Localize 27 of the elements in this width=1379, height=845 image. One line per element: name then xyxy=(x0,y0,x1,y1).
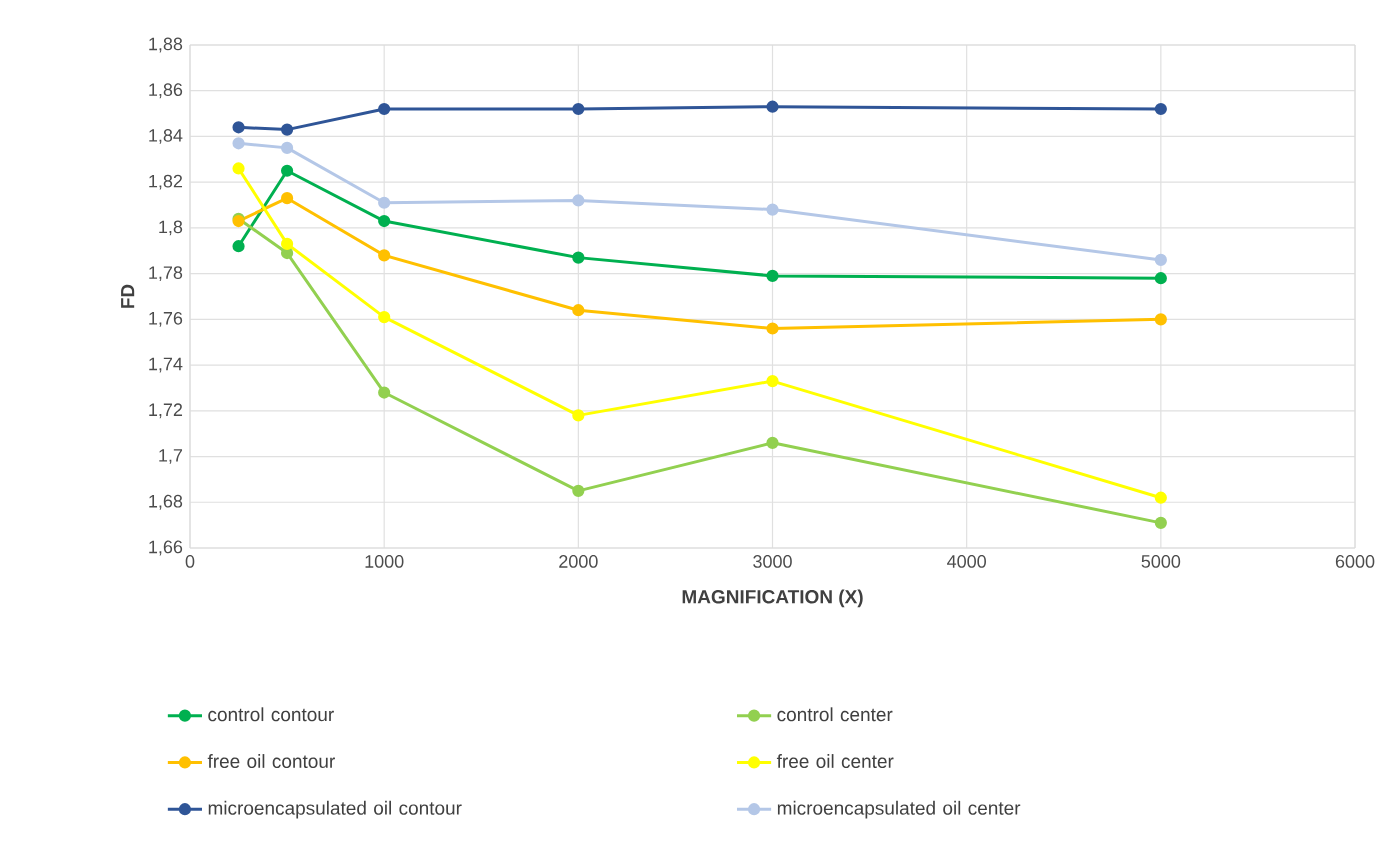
y-tick-label: 1,86 xyxy=(149,83,183,99)
y-tick-label: 1,84 xyxy=(149,129,183,144)
y-tick-label: 1,82 xyxy=(149,174,183,190)
y-tick-label: 1,78 xyxy=(149,266,183,282)
x-tick-label: 6000 xyxy=(1335,555,1375,568)
legend-label: control center xyxy=(777,707,893,722)
y-tick-label: 1,66 xyxy=(149,540,183,556)
y-tick-label: 1,7 xyxy=(159,449,183,464)
y-axis-title: FD xyxy=(121,284,135,308)
x-tick-label: 3000 xyxy=(753,555,792,568)
y-tick-label: 1,74 xyxy=(149,357,183,373)
legend-label: control contour xyxy=(208,707,334,722)
y-tick-label: 1,8 xyxy=(159,220,183,236)
y-tick-label: 1,72 xyxy=(149,403,183,419)
y-tick-label: 1,68 xyxy=(149,494,183,510)
x-axis-title: MAGNIFICATION (X) xyxy=(682,589,863,608)
y-tick-label: 1,88 xyxy=(149,37,183,53)
legend-label: microencapsulated oil center xyxy=(777,800,1021,819)
x-tick-label: 5000 xyxy=(1141,555,1181,568)
legend-label: free oil center xyxy=(776,754,894,769)
y-tick-label: 1,76 xyxy=(149,311,183,327)
legend-label: free oil contour xyxy=(207,754,335,769)
legend-label: microencapsulated oil contour xyxy=(208,800,462,819)
x-tick-label: 4000 xyxy=(947,555,986,568)
x-tick-label: 0 xyxy=(185,555,195,568)
x-tick-label: 1000 xyxy=(365,555,404,568)
x-tick-label: 2000 xyxy=(559,555,598,568)
